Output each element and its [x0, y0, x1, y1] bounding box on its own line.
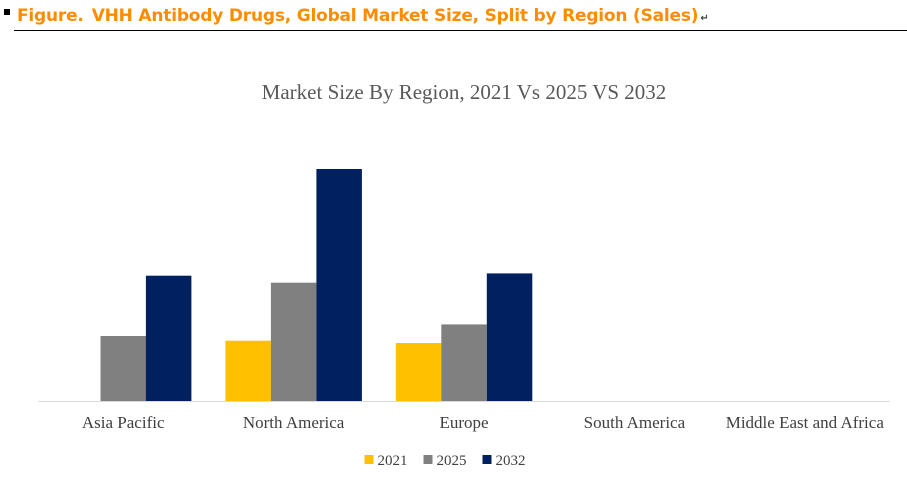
figure-caption: Figure. VHH Antibody Drugs, Global Market… — [17, 6, 709, 26]
chart-title: Market Size By Region, 2021 Vs 2025 VS 2… — [261, 80, 667, 104]
legend-swatch-2021 — [364, 455, 374, 464]
bar-2032-asia-pacific — [145, 275, 192, 401]
legend-swatch-2025 — [423, 455, 433, 464]
category-label: North America — [243, 413, 345, 432]
legend-swatch-2032 — [482, 455, 492, 464]
header-rule — [14, 30, 907, 31]
bullet-square — [4, 9, 10, 15]
bar-2021-north-america — [225, 340, 271, 401]
bar-2025-asia-pacific — [100, 336, 146, 401]
bar-2032-europe — [486, 273, 533, 401]
legend-label: 2032 — [496, 453, 526, 469]
legend-label: 2025 — [437, 453, 467, 469]
category-label: Asia Pacific — [82, 413, 165, 432]
figure-label: Figure. — [17, 6, 84, 26]
bar-2032-north-america — [316, 169, 362, 401]
legend-label: 2021 — [378, 453, 408, 469]
category-label: Middle East and Africa — [726, 413, 885, 432]
category-label: South America — [584, 413, 686, 432]
category-label: Europe — [439, 413, 488, 432]
bar-2025-north-america — [270, 282, 317, 401]
bar-2025-europe — [441, 324, 487, 401]
bar-2021-europe — [395, 343, 442, 401]
return-mark-icon: ↵ — [700, 13, 709, 24]
figure-header: Figure. VHH Antibody Drugs, Global Market… — [0, 0, 907, 32]
figure-title: VHH Antibody Drugs, Global Market Size, … — [91, 6, 699, 26]
